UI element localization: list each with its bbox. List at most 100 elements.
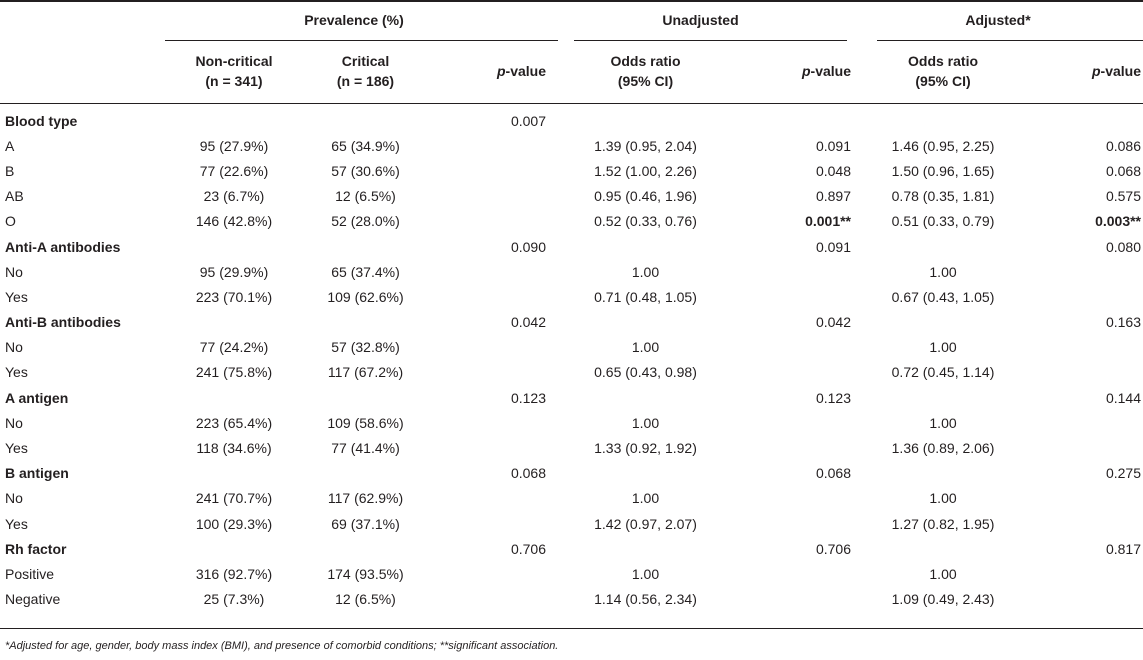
table-row: No 77 (24.2%) 57 (32.8%) 1.00 1.00 <box>0 335 1143 360</box>
noncritical-cell: 316 (92.7%) <box>195 565 273 582</box>
header-group-row: Prevalence (%) Unadjusted Adjusted* <box>0 0 1143 40</box>
adjusted-or-cell: 0.51 (0.33, 0.79) <box>891 213 995 230</box>
adjusted-or-cell: 1.00 <box>929 565 957 582</box>
unadjusted-pvalue-cell <box>743 335 853 360</box>
adjusted-group-rule <box>877 40 1143 41</box>
adjusted-pvalue-cell <box>1033 511 1143 536</box>
adjusted-pvalue-cell: 0.817 <box>1105 540 1142 557</box>
table-row: No 95 (29.9%) 65 (37.4%) 1.00 1.00 <box>0 259 1143 284</box>
noncritical-cell <box>160 461 308 486</box>
table-row: O 146 (42.8%) 52 (28.0%) 0.52 (0.33, 0.76) 0… <box>0 209 1143 234</box>
prevalence-group-rule <box>165 40 558 41</box>
row-label: No <box>5 414 23 431</box>
unadjusted-pvalue-cell <box>743 511 853 536</box>
unadjusted-or-cell: 1.39 (0.95, 2.04) <box>594 137 697 154</box>
adjusted-pvalue-cell <box>1033 360 1143 385</box>
critical-cell: 109 (58.6%) <box>327 414 404 431</box>
unadjusted-pvalue-cell: 0.068 <box>815 465 852 482</box>
unadjusted-pvalue-cell <box>743 486 853 511</box>
noncritical-cell: 223 (70.1%) <box>195 288 273 305</box>
critical-cell: 109 (62.6%) <box>327 288 404 305</box>
prevalence-pvalue-cell <box>423 410 548 435</box>
adjusted-or-cell <box>853 536 1033 561</box>
row-label: Yes <box>5 364 28 381</box>
prevalence-pvalue-cell: 0.706 <box>510 540 546 557</box>
unadjusted-or-cell: 1.00 <box>631 339 660 356</box>
unadjusted-or-cell: 1.00 <box>631 565 660 582</box>
table-row: Yes 223 (70.1%) 109 (62.6%) 0.71 (0.48, 1.0… <box>0 284 1143 309</box>
table-row: No 223 (65.4%) 109 (58.6%) 1.00 1.00 <box>0 410 1143 435</box>
critical-cell: 174 (93.5%) <box>327 565 404 582</box>
noncritical-cell: 100 (29.3%) <box>195 515 273 532</box>
critical-cell: 65 (34.9%) <box>331 137 400 154</box>
adjusted-pvalue-cell: 0.080 <box>1105 238 1142 255</box>
adjusted-or-cell: 1.27 (0.82, 1.95) <box>891 515 995 532</box>
table-row: Positive 316 (92.7%) 174 (93.5%) 1.00 1.00 <box>0 561 1143 586</box>
critical-cell: 12 (6.5%) <box>335 591 396 608</box>
unadjusted-group-rule <box>574 40 847 41</box>
prevalence-pvalue-cell <box>423 486 548 511</box>
unadjusted-pvalue-cell <box>743 435 853 460</box>
noncritical-cell <box>160 234 308 259</box>
row-label: B <box>5 162 15 179</box>
unadjusted-or-cell: 0.95 (0.46, 1.96) <box>594 188 697 205</box>
noncritical-cell: 77 (22.6%) <box>199 162 269 179</box>
prevalence-pvalue-cell <box>423 184 548 209</box>
noncritical-cell: 95 (29.9%) <box>199 263 269 280</box>
unadjusted-or-cell: 1.14 (0.56, 2.34) <box>594 591 697 608</box>
unadjusted-pvalue-cell <box>743 102 853 133</box>
prevalence-pvalue-cell: 0.123 <box>510 389 546 406</box>
unadjusted-or-cell: 1.42 (0.97, 2.07) <box>594 515 697 532</box>
prevalence-pvalue-cell <box>423 435 548 460</box>
adjusted-pvalue-cell <box>1033 102 1143 133</box>
table-row: Yes 241 (75.8%) 117 (67.2%) 0.65 (0.43, 0.9… <box>0 360 1143 385</box>
adjusted-pvalue-cell: 0.003** <box>1095 213 1142 230</box>
row-label: Yes <box>5 515 28 532</box>
adjusted-or-cell: 1.36 (0.89, 2.06) <box>891 440 995 457</box>
adjusted-or-cell <box>853 310 1033 335</box>
adjusted-or-cell: 1.00 <box>929 490 957 507</box>
critical-cell: 12 (6.5%) <box>335 188 396 205</box>
unadjusted-pvalue-cell: 0.091 <box>815 238 852 255</box>
critical-cell: 52 (28.0%) <box>331 213 400 230</box>
adjusted-group-header: Adjusted* <box>965 12 1031 28</box>
critical-cell <box>308 536 423 561</box>
unadjusted-pvalue-cell: 0.001** <box>805 213 852 230</box>
unadjusted-pvalue-cell: 0.091 <box>815 137 852 154</box>
table-bottom-rule <box>0 628 1143 629</box>
adjusted-or-cell: 1.00 <box>929 263 957 280</box>
row-label: B antigen <box>5 465 69 482</box>
noncritical-cell: 241 (70.7%) <box>195 490 273 507</box>
header-column-row: Non-critical (n = 341) Critical (n = 186) … <box>0 40 1143 102</box>
unadjusted-or-cell: 1.00 <box>631 414 660 431</box>
adjusted-or-cell: 1.46 (0.95, 2.25) <box>891 137 995 154</box>
adjusted-pvalue-cell: 0.275 <box>1105 465 1142 482</box>
adjusted-pvalue-cell <box>1033 587 1143 612</box>
adjusted-pvalue-header: p-value <box>1091 63 1142 79</box>
row-label: No <box>5 339 23 356</box>
unadjusted-group-header: Unadjusted <box>662 12 739 28</box>
adjusted-pvalue-cell: 0.086 <box>1105 137 1142 154</box>
category-row: Rh factor 0.706 0.706 0.817 <box>0 536 1143 561</box>
adjusted-or-cell: 0.72 (0.45, 1.14) <box>891 364 995 381</box>
row-label: Positive <box>5 565 55 582</box>
adjusted-pvalue-cell <box>1033 486 1143 511</box>
adjusted-pvalue-cell: 0.144 <box>1105 389 1142 406</box>
unadjusted-or-cell <box>548 385 743 410</box>
adjusted-or-cell: 0.67 (0.43, 1.05) <box>891 288 995 305</box>
table-row: AB 23 (6.7%) 12 (6.5%) 0.95 (0.46, 1.96) 0.8… <box>0 184 1143 209</box>
adjusted-or-cell: 1.09 (0.49, 2.43) <box>891 591 995 608</box>
critical-cell <box>308 461 423 486</box>
prevalence-pvalue-cell <box>423 511 548 536</box>
table-row: A 95 (27.9%) 65 (34.9%) 1.39 (0.95, 2.04) 0.… <box>0 133 1143 158</box>
unadjusted-or-cell <box>548 310 743 335</box>
critical-cell: 117 (67.2%) <box>327 364 404 381</box>
category-row: Anti-B antibodies 0.042 0.042 0.163 <box>0 310 1143 335</box>
noncritical-cell <box>160 536 308 561</box>
prevalence-pvalue-cell: 0.068 <box>510 465 546 482</box>
critical-cell <box>308 385 423 410</box>
noncritical-column-header: Non-critical (n = 341) <box>195 53 273 89</box>
noncritical-cell <box>160 310 308 335</box>
adjusted-or-cell <box>853 385 1033 410</box>
